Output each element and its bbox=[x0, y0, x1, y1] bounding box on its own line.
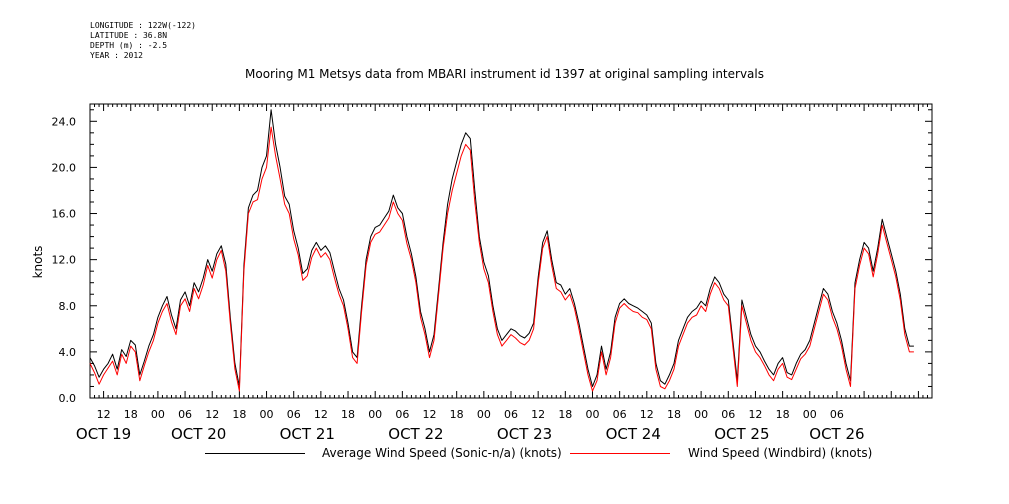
day-label: OCT 24 bbox=[606, 425, 661, 443]
y-tick-label: 20.0 bbox=[52, 161, 77, 174]
x-tick-label: 18 bbox=[558, 408, 572, 421]
x-tick-label: 00 bbox=[585, 408, 599, 421]
series-line-windbird-wind-speed bbox=[89, 126, 914, 392]
meta-longitude: LONGITUDE : 122W(-122) bbox=[90, 21, 196, 30]
y-tick-label: 4.0 bbox=[59, 346, 77, 359]
y-tick-label: 8.0 bbox=[59, 300, 77, 313]
chart-title: Mooring M1 Metsys data from MBARI instru… bbox=[245, 67, 764, 81]
x-tick-label: 18 bbox=[232, 408, 246, 421]
tick-marks bbox=[90, 104, 932, 399]
day-label: OCT 26 bbox=[809, 425, 864, 443]
x-tick-label: 06 bbox=[504, 408, 518, 421]
x-tick-label: 06 bbox=[287, 408, 301, 421]
legend-swatch-average bbox=[205, 453, 305, 454]
day-label: OCT 20 bbox=[171, 425, 226, 443]
series-layer bbox=[89, 109, 914, 392]
x-tick-label: 00 bbox=[368, 408, 382, 421]
x-tick-label: 12 bbox=[205, 408, 219, 421]
x-tick-label: 06 bbox=[830, 408, 844, 421]
x-tick-label: 00 bbox=[803, 408, 817, 421]
x-tick-label: 12 bbox=[640, 408, 654, 421]
y-tick-label: 24.0 bbox=[52, 115, 77, 128]
metadata-block: LONGITUDE : 122W(-122) LATITUDE : 36.8N … bbox=[90, 21, 196, 61]
x-tick-label: 00 bbox=[694, 408, 708, 421]
legend-label-windbird: Wind Speed (Windbird) (knots) bbox=[688, 446, 873, 460]
x-tick-label: 18 bbox=[776, 408, 790, 421]
x-tick-labels: 12 18 00 06 12 18 00 06 12 18 00 06 12 18 00 06 12 18 00 06… bbox=[97, 408, 844, 421]
y-tick-label: 16.0 bbox=[52, 208, 77, 221]
x-tick-label: 18 bbox=[341, 408, 355, 421]
day-label: OCT 23 bbox=[497, 425, 552, 443]
x-tick-label: 06 bbox=[178, 408, 192, 421]
x-tick-label: 12 bbox=[531, 408, 545, 421]
x-tick-label: 12 bbox=[314, 408, 328, 421]
day-label: OCT 22 bbox=[388, 425, 443, 443]
day-label: OCT 25 bbox=[714, 425, 769, 443]
y-tick-labels: 0.0 4.0 8.0 12.0 16.0 20.0 24.0 bbox=[52, 115, 77, 405]
meta-latitude: LATITUDE : 36.8N bbox=[90, 31, 168, 40]
x-tick-label: 00 bbox=[151, 408, 165, 421]
legend-swatch-windbird bbox=[570, 453, 670, 454]
meta-depth: DEPTH (m) : -2.5 bbox=[90, 41, 168, 50]
series-line-average-wind-speed bbox=[89, 109, 914, 387]
chart-legend: Average Wind Speed (Sonic-n/a) (knots) W… bbox=[0, 444, 1009, 464]
x-tick-label: 00 bbox=[260, 408, 274, 421]
x-tick-label: 18 bbox=[124, 408, 138, 421]
legend-label-average: Average Wind Speed (Sonic-n/a) (knots) bbox=[322, 446, 562, 460]
y-axis-label: knots bbox=[31, 246, 45, 279]
x-tick-label: 06 bbox=[721, 408, 735, 421]
day-labels: OCT 19 OCT 20 OCT 21 OCT 22 OCT 23 OCT 24 OCT … bbox=[76, 425, 865, 443]
x-tick-label: 12 bbox=[748, 408, 762, 421]
x-tick-label: 12 bbox=[97, 408, 111, 421]
meta-year: YEAR : 2012 bbox=[90, 51, 143, 60]
x-tick-label: 06 bbox=[395, 408, 409, 421]
x-tick-label: 06 bbox=[613, 408, 627, 421]
x-tick-label: 18 bbox=[450, 408, 464, 421]
y-tick-label: 12.0 bbox=[52, 254, 77, 267]
y-tick-label: 0.0 bbox=[59, 392, 77, 405]
x-tick-label: 12 bbox=[423, 408, 437, 421]
day-label: OCT 21 bbox=[280, 425, 335, 443]
x-tick-label: 00 bbox=[477, 408, 491, 421]
day-label: OCT 19 bbox=[76, 425, 131, 443]
x-tick-label: 18 bbox=[667, 408, 681, 421]
